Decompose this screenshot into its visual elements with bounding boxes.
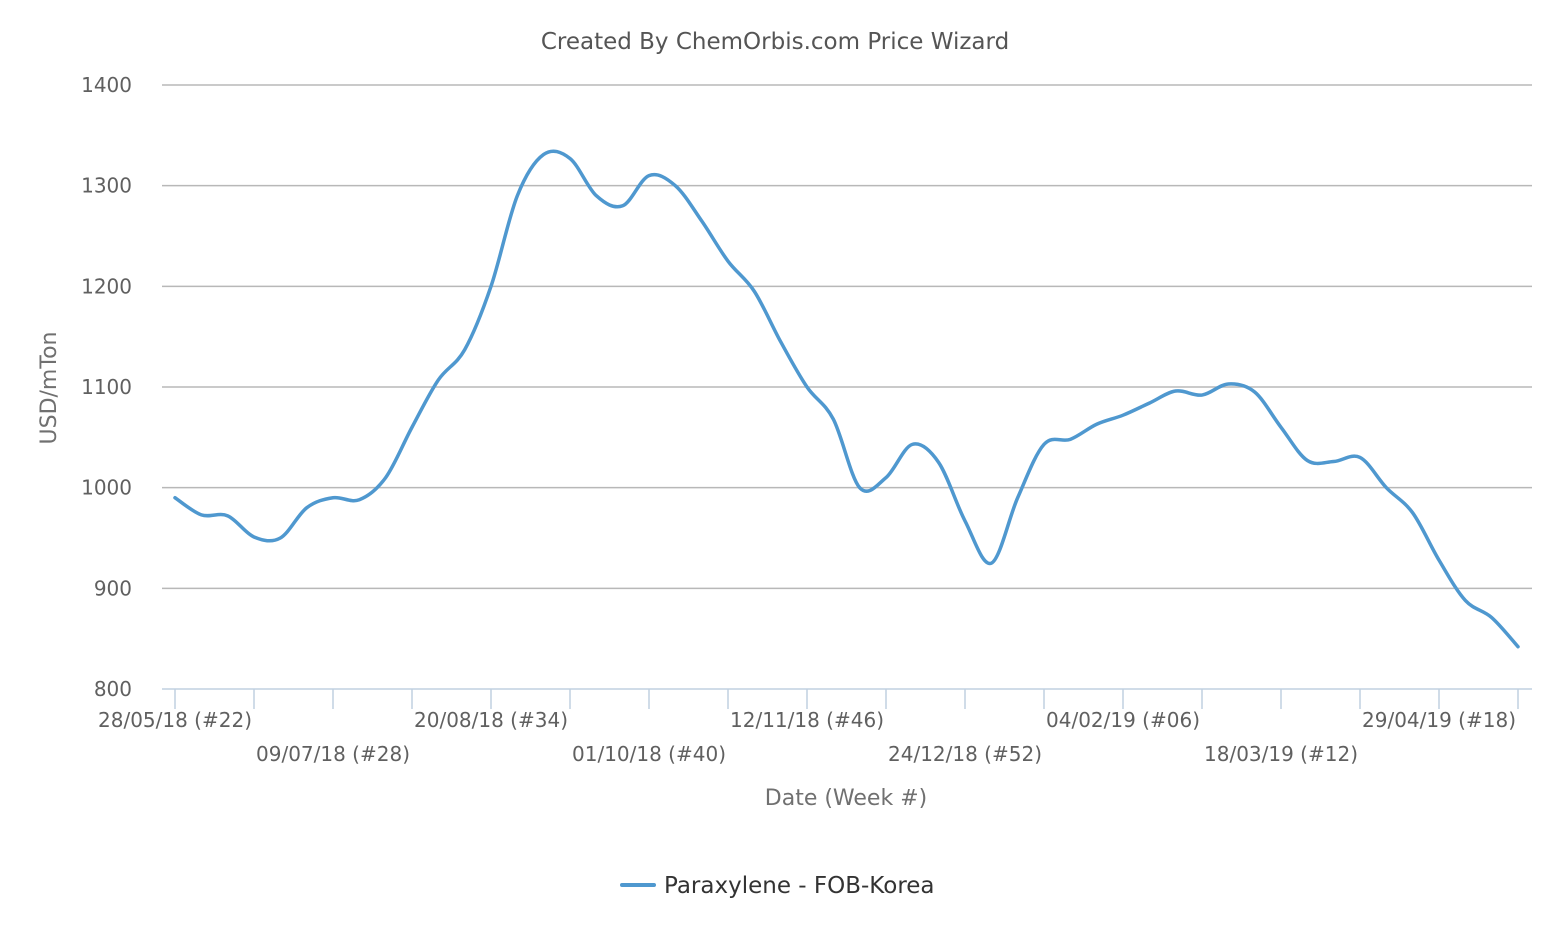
data-point-26[interactable] bbox=[857, 485, 863, 491]
data-point-45[interactable] bbox=[1357, 454, 1363, 460]
data-point-49[interactable] bbox=[1462, 597, 1468, 603]
y-tick-label-1300: 1300 bbox=[81, 174, 132, 198]
data-point-37[interactable] bbox=[1146, 400, 1152, 406]
data-point-22[interactable] bbox=[751, 288, 757, 294]
y-tick-label-1100: 1100 bbox=[81, 375, 132, 399]
x-tick-label-1: 09/07/18 (#28) bbox=[256, 742, 410, 766]
data-point-47[interactable] bbox=[1410, 510, 1416, 516]
x-axis-title: Date (Week #) bbox=[765, 786, 927, 811]
data-point-2[interactable] bbox=[225, 513, 231, 519]
data-point-34[interactable] bbox=[1067, 436, 1073, 442]
data-point-21[interactable] bbox=[725, 258, 731, 264]
y-tick-label-800: 800 bbox=[94, 677, 132, 701]
data-point-48[interactable] bbox=[1436, 557, 1442, 563]
y-tick-label-1000: 1000 bbox=[81, 476, 132, 500]
data-point-29[interactable] bbox=[936, 460, 942, 466]
data-point-4[interactable] bbox=[277, 535, 283, 541]
data-point-33[interactable] bbox=[1041, 441, 1047, 447]
data-point-51[interactable] bbox=[1515, 644, 1521, 650]
data-point-43[interactable] bbox=[1304, 457, 1310, 463]
data-point-20[interactable] bbox=[699, 218, 705, 224]
data-point-10[interactable] bbox=[435, 377, 441, 383]
y-axis-ticks: 800 900 1000 1100 1200 1300 1400 bbox=[81, 73, 132, 701]
series-line-0[interactable] bbox=[173, 149, 1520, 649]
y-axis-title: USD/mTon bbox=[37, 332, 62, 445]
data-point-30[interactable] bbox=[962, 518, 968, 524]
x-tick-label-3: 01/10/18 (#40) bbox=[572, 742, 726, 766]
data-point-28[interactable] bbox=[909, 441, 915, 447]
chart-title: Created By ChemOrbis.com Price Wizard bbox=[541, 29, 1009, 55]
legend[interactable]: Paraxylene - FOB-Korea bbox=[620, 873, 935, 899]
data-point-44[interactable] bbox=[1331, 458, 1337, 464]
x-tick-label-5: 24/12/18 (#52) bbox=[888, 742, 1042, 766]
y-tick-label-1400: 1400 bbox=[81, 73, 132, 97]
data-point-6[interactable] bbox=[330, 495, 336, 501]
data-point-13[interactable] bbox=[514, 193, 520, 199]
data-point-3[interactable] bbox=[251, 534, 257, 540]
data-point-27[interactable] bbox=[883, 475, 889, 481]
data-point-31[interactable] bbox=[988, 560, 994, 566]
data-point-8[interactable] bbox=[383, 475, 389, 481]
data-point-9[interactable] bbox=[409, 424, 415, 430]
data-point-39[interactable] bbox=[1199, 392, 1205, 398]
data-point-7[interactable] bbox=[356, 497, 362, 503]
x-tick-label-8: 29/04/19 (#18) bbox=[1362, 708, 1516, 732]
data-point-12[interactable] bbox=[488, 283, 494, 289]
data-point-15[interactable] bbox=[567, 155, 573, 161]
data-point-0[interactable] bbox=[172, 495, 178, 501]
x-tick-label-6: 04/02/19 (#06) bbox=[1046, 708, 1200, 732]
data-point-32[interactable] bbox=[1015, 495, 1021, 501]
data-point-17[interactable] bbox=[620, 203, 626, 209]
data-point-11[interactable] bbox=[462, 347, 468, 353]
y-tick-label-1200: 1200 bbox=[81, 274, 132, 298]
grid-lines bbox=[162, 84, 1532, 590]
data-point-42[interactable] bbox=[1278, 424, 1284, 430]
data-point-38[interactable] bbox=[1173, 388, 1179, 394]
legend-label-paraxylene[interactable]: Paraxylene - FOB-Korea bbox=[664, 873, 935, 899]
x-tick-label-7: 18/03/19 (#12) bbox=[1204, 742, 1358, 766]
x-tick-label-0: 28/05/18 (#22) bbox=[98, 708, 252, 732]
y-tick-label-900: 900 bbox=[94, 576, 132, 600]
data-point-41[interactable] bbox=[1252, 389, 1258, 395]
data-point-1[interactable] bbox=[198, 512, 204, 518]
series-layer bbox=[172, 149, 1521, 650]
data-point-19[interactable] bbox=[672, 183, 678, 189]
data-point-46[interactable] bbox=[1383, 485, 1389, 491]
x-axis-ticks: 28/05/18 (#22)09/07/18 (#28)20/08/18 (#3… bbox=[98, 689, 1519, 766]
data-point-36[interactable] bbox=[1120, 412, 1126, 418]
data-point-16[interactable] bbox=[593, 193, 599, 199]
data-point-35[interactable] bbox=[1094, 421, 1100, 427]
data-point-18[interactable] bbox=[646, 173, 652, 179]
data-point-25[interactable] bbox=[830, 416, 836, 422]
data-point-14[interactable] bbox=[541, 151, 547, 157]
data-point-5[interactable] bbox=[304, 505, 310, 511]
x-tick-label-2: 20/08/18 (#34) bbox=[414, 708, 568, 732]
data-point-40[interactable] bbox=[1225, 381, 1231, 387]
data-point-24[interactable] bbox=[804, 384, 810, 390]
data-point-50[interactable] bbox=[1489, 615, 1495, 621]
data-point-23[interactable] bbox=[778, 339, 784, 345]
x-tick-label-4: 12/11/18 (#46) bbox=[730, 708, 884, 732]
